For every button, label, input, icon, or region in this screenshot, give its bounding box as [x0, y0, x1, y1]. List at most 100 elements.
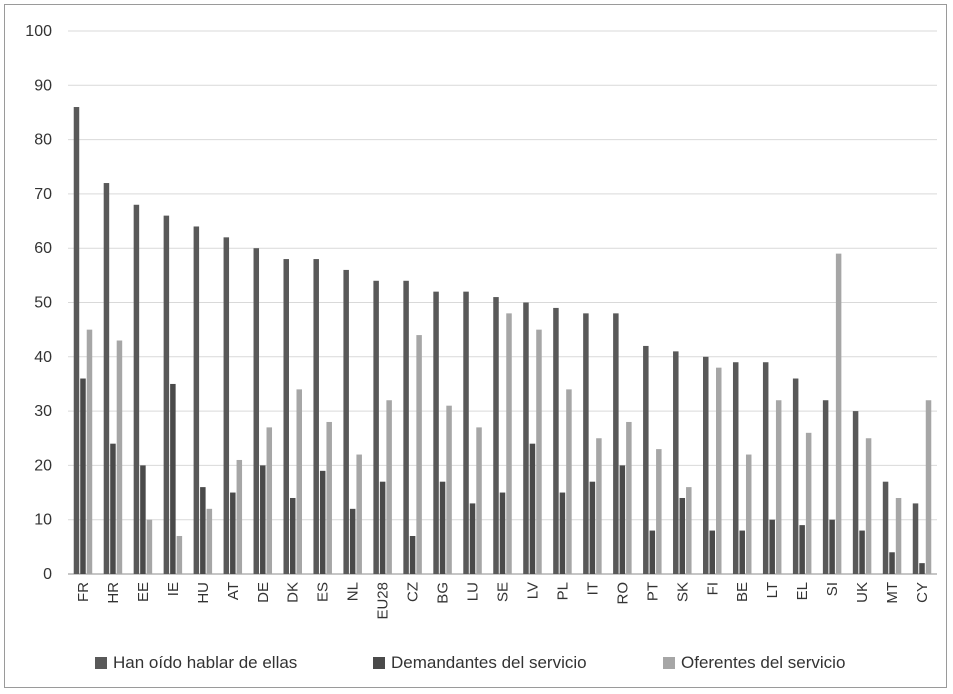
bar-SK-series-2: [679, 497, 686, 574]
bar-LU-series-3: [476, 427, 482, 574]
bar-RO-series-3: [626, 421, 632, 574]
y-tick-label: 100: [25, 23, 52, 40]
x-tick-label: EE: [135, 582, 152, 602]
bar-NL-series-2: [349, 508, 356, 574]
legend-swatch: [373, 657, 385, 669]
bar-LT-series-2: [769, 519, 775, 574]
bar-IE-series-3: [176, 535, 183, 574]
x-tick-label: RO: [614, 582, 631, 605]
legend: Han oído hablar de ellas Demandantes del …: [95, 653, 845, 672]
y-axis-ticks: 0 10 20 30 40 50 60 70 80 90 100: [25, 23, 52, 583]
bar-BE-series-3: [745, 454, 752, 574]
y-tick-label: 20: [34, 457, 52, 474]
bar-FR-series-1: [73, 107, 80, 575]
y-tick-label: 30: [34, 403, 52, 420]
x-tick-label: ES: [315, 582, 332, 602]
x-tick-label: LU: [465, 582, 482, 601]
bars: [73, 107, 932, 575]
legend-label: Han oído hablar de ellas: [113, 653, 297, 672]
bar-SE-series-3: [506, 313, 512, 574]
bar-ES-series-3: [326, 421, 332, 574]
bar-MT-series-2: [889, 552, 895, 574]
bar-EE-series-1: [133, 204, 140, 574]
bar-EL-series-3: [805, 432, 812, 574]
y-tick-label: 0: [43, 566, 52, 583]
x-tick-label: LT: [764, 582, 781, 598]
bar-EE-series-3: [146, 519, 153, 574]
bar-EL-series-2: [799, 525, 805, 574]
bar-NL-series-1: [343, 269, 349, 574]
bar-SE-series-2: [499, 492, 506, 574]
x-tick-label: LV: [524, 582, 541, 599]
x-tick-label: EU28: [375, 582, 392, 620]
x-tick-label: SK: [674, 582, 691, 602]
bar-LU-series-1: [463, 291, 469, 574]
bar-SI-series-1: [822, 400, 829, 574]
bar-HR-series-2: [110, 443, 116, 574]
bar-LV-series-1: [523, 302, 529, 574]
bar-CY-series-2: [919, 563, 925, 574]
y-tick-label: 70: [34, 186, 52, 203]
bar-UK-series-3: [865, 438, 872, 574]
bar-DE-series-1: [253, 248, 260, 574]
bar-FI-series-2: [709, 530, 716, 574]
bar-SK-series-3: [686, 487, 692, 574]
x-tick-label: HU: [195, 582, 212, 604]
bar-SE-series-1: [493, 297, 499, 574]
bar-MT-series-3: [895, 497, 902, 574]
bar-IE-series-2: [170, 383, 176, 574]
x-tick-label: FR: [75, 582, 92, 602]
bar-CZ-series-2: [409, 535, 416, 574]
bar-BE-series-2: [739, 530, 745, 574]
bar-DK-series-3: [296, 389, 302, 574]
bar-AT-series-3: [236, 459, 243, 574]
x-tick-label: UK: [854, 582, 871, 603]
bar-BG-series-3: [446, 405, 452, 574]
bar-PL-series-3: [566, 389, 572, 574]
bar-NL-series-3: [356, 454, 362, 574]
bar-IT-series-1: [583, 313, 589, 574]
bar-DK-series-1: [283, 259, 289, 574]
y-tick-label: 60: [34, 240, 52, 257]
bar-HU-series-3: [206, 508, 213, 574]
bar-RO-series-1: [613, 313, 619, 574]
legend-swatch: [663, 657, 675, 669]
y-tick-label: 40: [34, 349, 52, 366]
bar-BE-series-1: [732, 362, 739, 574]
bar-UK-series-2: [859, 530, 865, 574]
bar-DE-series-3: [266, 427, 273, 574]
bar-EU28-series-2: [379, 481, 386, 574]
x-tick-label: IE: [165, 582, 182, 596]
x-tick-label: AT: [225, 582, 242, 600]
bar-RO-series-2: [619, 465, 626, 574]
bar-CZ-series-3: [416, 335, 422, 574]
x-tick-label: DK: [285, 582, 302, 603]
bar-FR-series-3: [86, 329, 93, 574]
bar-EU28-series-3: [386, 400, 392, 574]
bar-SI-series-3: [835, 253, 842, 574]
gridlines: [68, 30, 937, 575]
bar-CY-series-3: [925, 400, 932, 574]
bar-PT-series-3: [656, 449, 662, 574]
x-tick-label: PL: [554, 582, 571, 600]
bar-PT-series-1: [643, 345, 649, 574]
y-tick-label: 50: [34, 295, 52, 312]
bar-FR-series-2: [80, 378, 86, 574]
x-tick-label: HR: [105, 582, 122, 604]
bar-BG-series-1: [433, 291, 439, 574]
x-tick-label: BG: [435, 582, 452, 604]
y-tick-label: 80: [34, 132, 52, 149]
bar-HR-series-3: [116, 340, 123, 574]
bar-LV-series-2: [529, 443, 536, 574]
x-axis-labels: FR HR EE IE HU AT DE DK ES NL EU28 CZ BG LU SE LV PL IT RO…: [75, 582, 931, 620]
x-tick-label: PT: [644, 582, 661, 601]
bar-SK-series-1: [673, 351, 679, 574]
bar-IE-series-1: [163, 215, 170, 574]
bar-FI-series-1: [703, 356, 709, 574]
x-tick-label: MT: [884, 582, 901, 604]
bar-CY-series-1: [912, 503, 919, 574]
bar-HU-series-2: [200, 487, 206, 574]
bar-AT-series-2: [230, 492, 236, 574]
bar-LT-series-3: [775, 400, 782, 574]
